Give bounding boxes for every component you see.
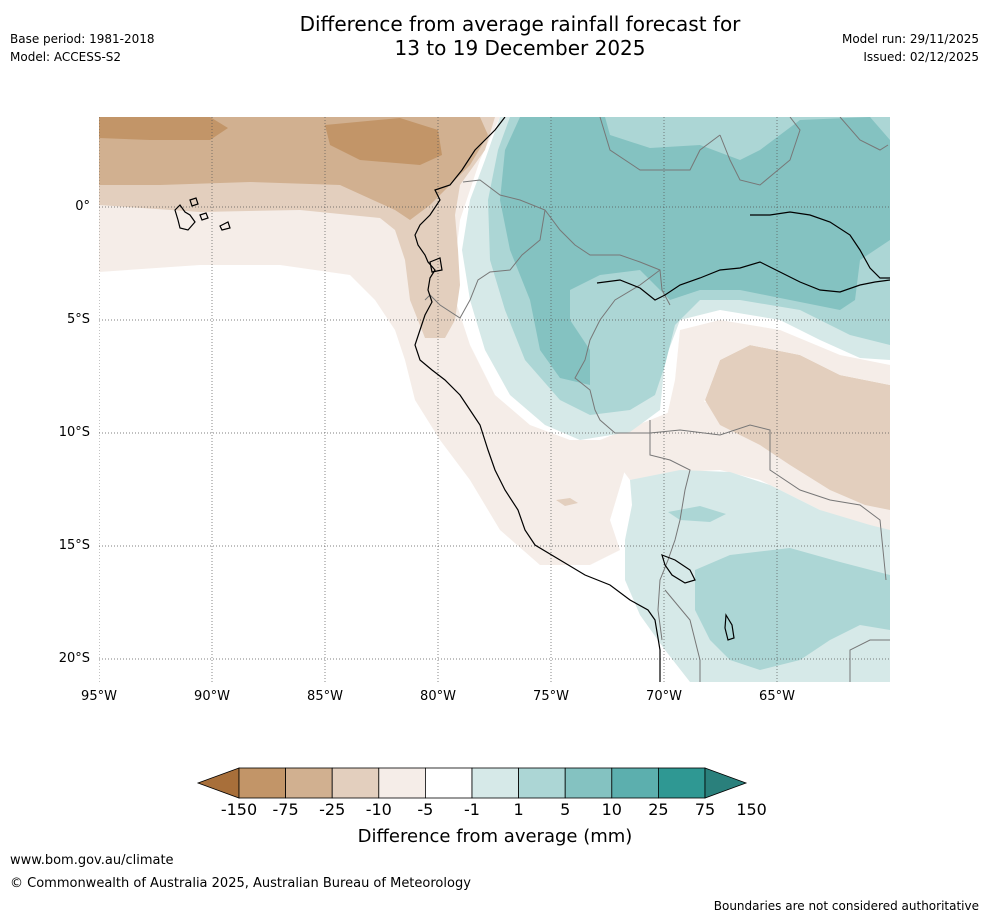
colorbar-cell <box>564 767 613 799</box>
colorbar-cell <box>658 767 706 799</box>
title-line-1: Difference from average rainfall forecas… <box>299 12 741 36</box>
dry-zone-east-pale <box>705 345 890 510</box>
map-title: Difference from average rainfall forecas… <box>0 12 988 60</box>
website-link[interactable]: www.bom.gov.au/climate <box>10 853 174 868</box>
colorbar-cell <box>471 767 519 799</box>
wet-zone-medium-south <box>695 548 890 670</box>
colorbar-cell <box>331 767 380 799</box>
colorbar-tick-label: -150 <box>220 800 258 819</box>
lat-label-20s: 20°S <box>58 651 90 666</box>
colorbar-tick-label: -75 <box>272 800 299 819</box>
map-frame <box>99 117 890 682</box>
colorbar-tick-label: -1 <box>464 800 480 819</box>
model-name: Model: ACCESS-S2 <box>10 50 122 64</box>
model-run: Model run: 29/11/2025 <box>841 32 979 46</box>
lat-label-0: 0° <box>75 199 90 214</box>
issued-date: Issued: 02/12/2025 <box>863 50 979 64</box>
colorbar-extend-low <box>196 767 240 799</box>
colorbar-tick-label: -5 <box>417 800 434 819</box>
colorbar-tick-label: 150 <box>736 800 767 819</box>
colorbar-tick-label: 1 <box>513 800 524 819</box>
disclaimer-text: Boundaries are not considered authoritat… <box>713 899 979 913</box>
colorbar-title: Difference from average (mm) <box>357 826 633 847</box>
colorbar-tick-label: 5 <box>560 800 571 819</box>
base-period: Base period: 1981-2018 <box>10 32 155 46</box>
meta-right: Model run: 29/11/2025 Issued: 02/12/2025 <box>842 32 979 68</box>
colorbar-cell <box>378 767 426 799</box>
dry-spot-small <box>556 498 578 506</box>
colorbar-cell <box>518 767 566 799</box>
dry-zone-strong-1 <box>99 117 228 140</box>
colorbar-cell <box>285 767 333 799</box>
meta-left: Base period: 1981-2018 Model: ACCESS-S2 <box>10 32 155 68</box>
lat-label-5s: 5°S <box>66 312 90 327</box>
copyright-text: © Commonwealth of Australia 2025, Austra… <box>10 876 471 891</box>
colorbar-extend-high <box>704 767 748 799</box>
country-borders <box>424 117 890 682</box>
lat-label-10s: 10°S <box>58 425 90 440</box>
lon-label-70w: 70°W <box>646 689 682 704</box>
lon-label-90w: 90°W <box>194 689 230 704</box>
colorbar-tick-label: 25 <box>648 800 669 819</box>
colorbar-cell <box>611 767 659 799</box>
lon-label-95w: 95°W <box>81 689 117 704</box>
colorbar-tick-label: 75 <box>694 800 716 819</box>
dry-zone-strong-2 <box>325 118 442 165</box>
lon-label-65w: 65°W <box>759 689 795 704</box>
lat-label-15s: 15°S <box>58 538 90 553</box>
wet-zone-medium-spot <box>668 506 726 522</box>
dry-zone-east-light <box>600 400 890 540</box>
dry-zone-light <box>99 117 625 565</box>
coastlines <box>174 117 890 682</box>
title-line-2: 13 to 19 December 2025 <box>394 36 646 60</box>
gridlines <box>99 117 890 682</box>
lon-label-80w: 80°W <box>420 689 456 704</box>
colorbar-cell <box>424 767 473 799</box>
colorbar-tick-label: 10 <box>601 800 622 819</box>
wet-zone-strong-north <box>500 117 890 385</box>
dry-zone-east-light-band <box>665 320 890 425</box>
lon-label-85w: 85°W <box>307 689 343 704</box>
colorbar-tick-label: -10 <box>365 800 392 819</box>
colorbar-cell <box>238 767 286 799</box>
colorbar-tick-label: -25 <box>319 800 346 819</box>
lon-label-75w: 75°W <box>533 689 569 704</box>
colorbar <box>196 767 748 799</box>
